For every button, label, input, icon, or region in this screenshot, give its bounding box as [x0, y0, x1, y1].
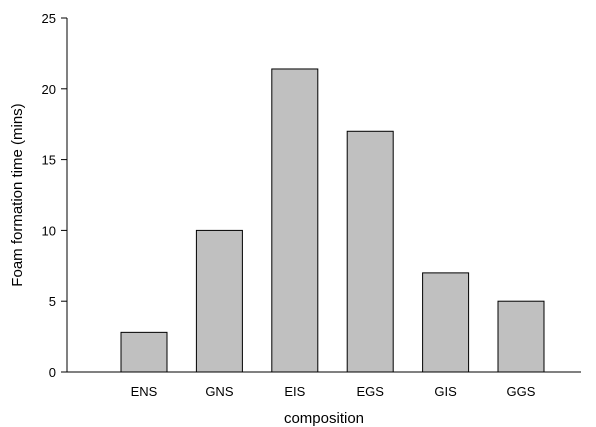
bar-gns [195, 229, 243, 373]
x-ticks-group: ENS GNS EIS EGS GIS GGS [131, 384, 536, 399]
x-tick-label-egs: EGS [356, 384, 384, 399]
y-tick-label: 5 [49, 294, 56, 309]
bar-gis [422, 272, 470, 373]
bar-eis [271, 68, 319, 373]
y-tick-label: 15 [42, 153, 56, 168]
x-tick-label-gns: GNS [205, 384, 234, 399]
x-tick-label-ens: ENS [131, 384, 158, 399]
bars-group [120, 68, 545, 373]
y-tick-label: 25 [42, 11, 56, 26]
y-axis-title: Foam formation time (mins) [9, 103, 26, 286]
x-tick-label-eis: EIS [284, 384, 305, 399]
y-ticks-group: 0 5 10 15 20 25 [42, 11, 67, 380]
x-tick-label-gis: GIS [434, 384, 457, 399]
x-axis-title: composition [284, 410, 364, 427]
bar-ens [120, 331, 168, 373]
y-tick-label: 0 [49, 365, 56, 380]
bar-egs [346, 130, 394, 373]
y-tick-label: 20 [42, 82, 56, 97]
axes-group [66, 18, 581, 373]
bar-ggs [497, 300, 545, 373]
x-tick-label-ggs: GGS [507, 384, 536, 399]
y-tick-label: 10 [42, 223, 56, 238]
